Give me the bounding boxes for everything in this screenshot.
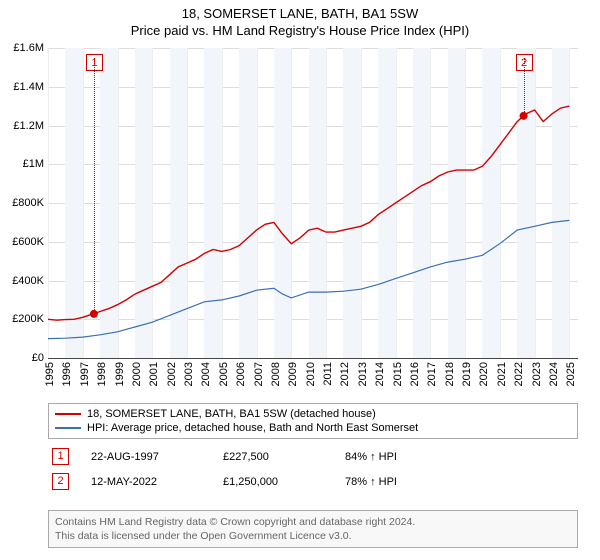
x-tick-label: 2010	[305, 362, 317, 386]
footer-line-2: This data is licensed under the Open Gov…	[55, 529, 571, 543]
x-tick-label: 2012	[339, 362, 351, 386]
plot-area: 12	[48, 48, 578, 359]
x-tick-label: 2019	[461, 362, 473, 386]
y-tick-label: £1.6M	[0, 42, 48, 54]
chart-title-address: 18, SOMERSET LANE, BATH, BA1 5SW	[0, 0, 600, 21]
x-tick-label: 2025	[565, 362, 577, 386]
event-date-1: 22-AUG-1997	[91, 451, 201, 463]
legend-box: 18, SOMERSET LANE, BATH, BA1 5SW (detach…	[48, 403, 578, 439]
event-row-1: 1 22-AUG-1997 £227,500 84% ↑ HPI	[48, 444, 578, 469]
legend-row-hpi: HPI: Average price, detached house, Bath…	[55, 421, 571, 435]
x-tick-label: 2001	[148, 362, 160, 386]
event-hpi-1: 84% ↑ HPI	[345, 451, 397, 463]
x-tick-label: 2024	[548, 362, 560, 386]
y-tick-label: £400K	[0, 275, 48, 287]
event-date-2: 12-MAY-2022	[91, 476, 201, 488]
x-tick-label: 2004	[200, 362, 212, 386]
x-tick-label: 2007	[253, 362, 265, 386]
event-price-1: £227,500	[223, 451, 323, 463]
x-tick-label: 1995	[44, 362, 56, 386]
series-line-property	[48, 106, 569, 320]
chart-container: 18, SOMERSET LANE, BATH, BA1 5SW Price p…	[0, 0, 600, 560]
x-tick-label: 2021	[496, 362, 508, 386]
x-tick-label: 1998	[96, 362, 108, 386]
x-tick-label: 2017	[426, 362, 438, 386]
y-tick-label: £200K	[0, 313, 48, 325]
plot-svg	[48, 48, 578, 358]
event-marker-2: 2	[52, 473, 69, 490]
x-tick-label: 2000	[131, 362, 143, 386]
y-tick-label: £1.4M	[0, 81, 48, 93]
events-table: 1 22-AUG-1997 £227,500 84% ↑ HPI 2 12-MA…	[48, 444, 578, 494]
x-tick-label: 2015	[392, 362, 404, 386]
chart-title-sub: Price paid vs. HM Land Registry's House …	[0, 21, 600, 42]
x-tick-label: 2008	[270, 362, 282, 386]
x-tick-label: 2006	[235, 362, 247, 386]
y-tick-label: £800K	[0, 197, 48, 209]
x-tick-label: 2023	[531, 362, 543, 386]
event-hpi-2: 78% ↑ HPI	[345, 476, 397, 488]
event-row-2: 2 12-MAY-2022 £1,250,000 78% ↑ HPI	[48, 469, 578, 494]
series-line-hpi	[48, 220, 569, 338]
sale-vline-2	[524, 58, 525, 116]
x-tick-label: 2013	[357, 362, 369, 386]
x-tick-label: 2016	[409, 362, 421, 386]
legend-swatch-hpi	[55, 427, 81, 429]
x-tick-label: 1996	[61, 362, 73, 386]
x-tick-label: 2014	[374, 362, 386, 386]
footer-box: Contains HM Land Registry data © Crown c…	[48, 510, 578, 548]
legend-label-property: 18, SOMERSET LANE, BATH, BA1 5SW (detach…	[87, 408, 376, 420]
x-tick-label: 2018	[444, 362, 456, 386]
x-tick-label: 2011	[322, 362, 334, 386]
y-tick-label: £600K	[0, 236, 48, 248]
x-tick-label: 2022	[513, 362, 525, 386]
x-tick-label: 1997	[79, 362, 91, 386]
legend-row-property: 18, SOMERSET LANE, BATH, BA1 5SW (detach…	[55, 407, 571, 421]
x-tick-label: 1999	[114, 362, 126, 386]
y-tick-label: £0	[0, 352, 48, 364]
event-marker-1: 1	[52, 448, 69, 465]
footer-line-1: Contains HM Land Registry data © Crown c…	[55, 515, 571, 529]
y-tick-label: £1.2M	[0, 120, 48, 132]
x-tick-label: 2003	[183, 362, 195, 386]
legend-label-hpi: HPI: Average price, detached house, Bath…	[87, 422, 418, 434]
x-tick-label: 2009	[287, 362, 299, 386]
event-price-2: £1,250,000	[223, 476, 323, 488]
y-tick-label: £1M	[0, 158, 48, 170]
x-tick-label: 2002	[166, 362, 178, 386]
sale-vline-1	[94, 58, 95, 314]
legend-swatch-property	[55, 413, 81, 415]
x-tick-label: 2005	[218, 362, 230, 386]
x-tick-label: 2020	[478, 362, 490, 386]
